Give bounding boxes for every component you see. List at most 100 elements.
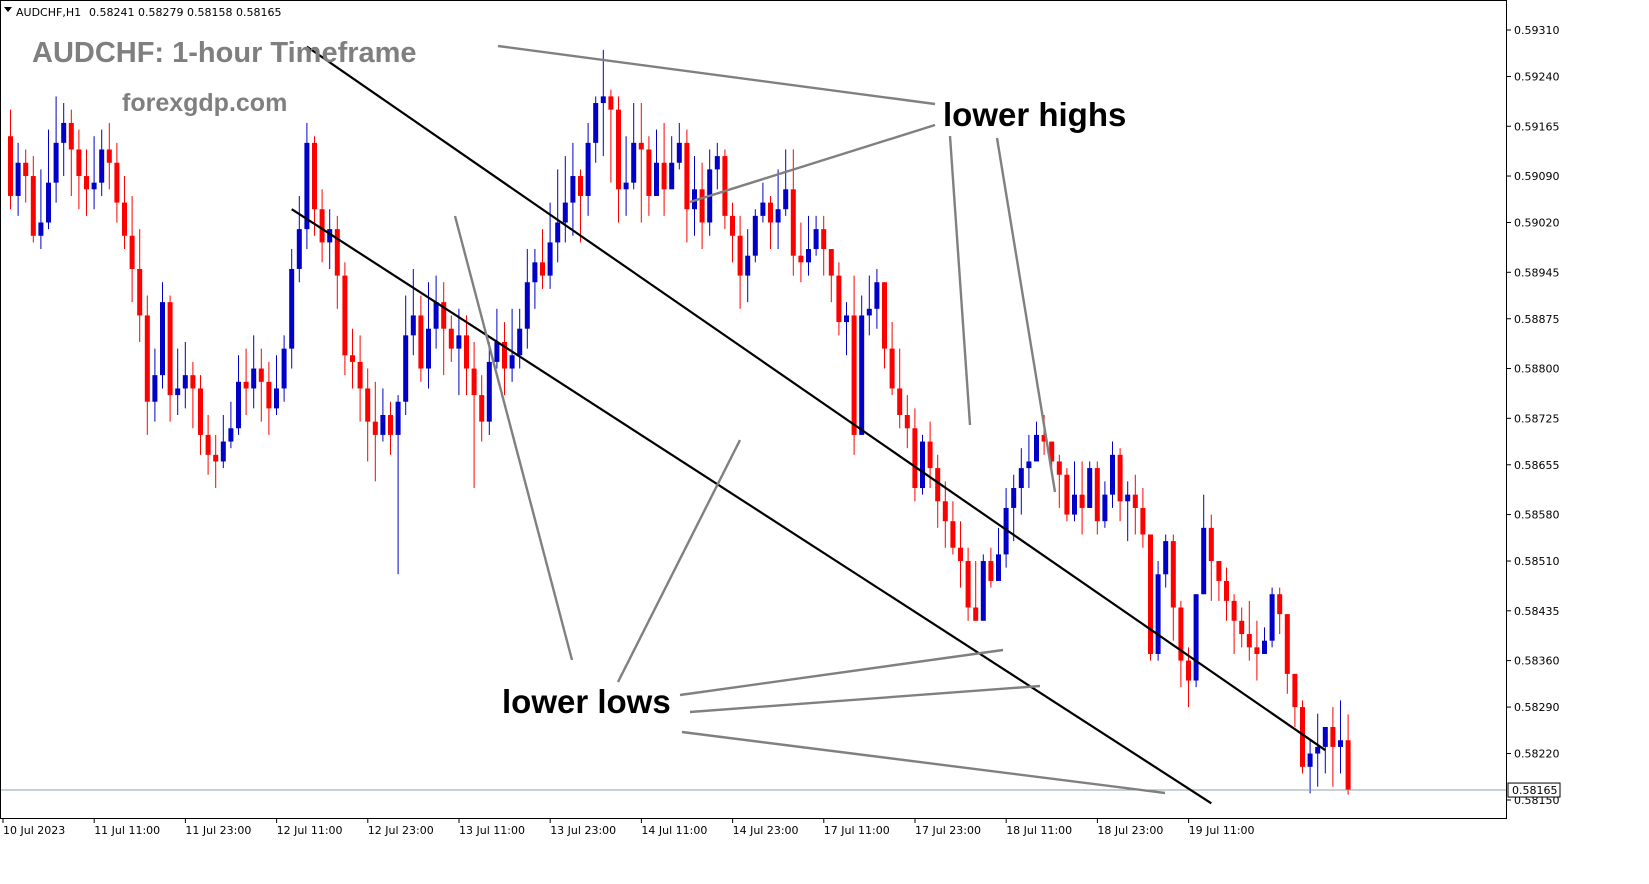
x-tick-label: 17 Jul 11:00 xyxy=(824,824,890,837)
candle xyxy=(1254,620,1260,681)
candle xyxy=(410,268,416,356)
candle xyxy=(46,129,51,230)
candle-body xyxy=(722,156,728,216)
candle xyxy=(357,335,363,422)
candle xyxy=(859,295,865,435)
candle-body xyxy=(410,315,416,336)
candle-body xyxy=(448,328,454,349)
candle xyxy=(623,136,629,216)
candle xyxy=(342,262,348,376)
candle-body xyxy=(1163,541,1169,575)
candle xyxy=(1231,594,1237,654)
candle-body xyxy=(623,182,629,190)
candle xyxy=(426,282,431,389)
candle-body xyxy=(775,209,781,223)
pointer-line xyxy=(616,439,742,683)
y-tick-label: 0.58290 xyxy=(1514,701,1560,714)
candle-body xyxy=(813,229,819,250)
dropdown-triangle-icon[interactable] xyxy=(4,7,12,12)
pointer-line xyxy=(689,684,1041,714)
candle-body xyxy=(304,142,310,230)
candle xyxy=(730,202,735,263)
candle-body xyxy=(1254,647,1260,654)
candle-body xyxy=(973,607,979,621)
candle-body xyxy=(327,229,333,243)
candle xyxy=(312,136,317,236)
candle-body xyxy=(205,434,211,455)
y-tick-label: 0.59020 xyxy=(1514,217,1560,230)
candle-body xyxy=(228,428,234,442)
candle xyxy=(973,561,979,621)
candle-body xyxy=(1224,580,1229,601)
symbol-label: AUDCHF,H1 xyxy=(16,6,81,19)
candle-body xyxy=(752,215,758,256)
candle-body xyxy=(30,176,36,236)
candle xyxy=(23,149,29,203)
candle xyxy=(798,222,804,283)
candle-body xyxy=(988,561,994,581)
candle-body xyxy=(15,162,21,196)
candle-body xyxy=(555,222,561,243)
candle-body xyxy=(532,262,538,283)
candle xyxy=(912,408,918,502)
x-tick-label: 11 Jul 11:00 xyxy=(94,824,160,837)
candle xyxy=(1079,461,1085,535)
candle-body xyxy=(1186,660,1191,681)
candle xyxy=(828,249,834,303)
candle-body xyxy=(1079,494,1085,508)
candle xyxy=(129,195,135,303)
candle-body xyxy=(608,96,614,110)
candle-body xyxy=(676,142,682,163)
candle xyxy=(448,315,454,362)
x-tick-label: 14 Jul 23:00 xyxy=(733,824,799,837)
candle-body xyxy=(433,302,439,329)
candle xyxy=(53,96,59,203)
candle-body xyxy=(68,122,74,150)
candle-body xyxy=(996,554,1001,581)
price-axis: 0.59310 0.59240 0.59165 0.59090 0.59020 0.589… xyxy=(1506,24,1560,807)
candle xyxy=(1338,700,1343,774)
candle-body xyxy=(836,275,842,323)
candle-body xyxy=(1011,488,1017,508)
candle xyxy=(1049,441,1055,469)
candle-body xyxy=(1117,454,1123,502)
candle xyxy=(190,361,196,429)
candle xyxy=(380,388,386,442)
candle xyxy=(175,348,181,415)
candle xyxy=(296,195,302,283)
candle xyxy=(920,434,925,495)
candle xyxy=(897,348,903,429)
candle-body xyxy=(1026,461,1032,469)
candle-body xyxy=(844,315,849,323)
candle-body xyxy=(1155,574,1161,654)
candle xyxy=(980,554,986,621)
pointer-line xyxy=(948,135,972,426)
candle-body xyxy=(99,149,105,183)
candle-body xyxy=(821,229,827,250)
candle xyxy=(1110,441,1115,508)
candle-body xyxy=(426,328,431,369)
candle-body xyxy=(372,421,378,435)
candle-body xyxy=(1300,707,1305,767)
candle-body xyxy=(182,375,188,389)
candle xyxy=(433,275,439,349)
candle xyxy=(258,348,264,422)
candle xyxy=(137,229,143,342)
candle xyxy=(1056,454,1062,508)
candle xyxy=(654,129,659,196)
pointer-line xyxy=(689,123,936,204)
candle xyxy=(289,249,295,369)
candle-body xyxy=(760,202,766,216)
candle-body xyxy=(296,229,302,269)
pointer-line xyxy=(453,215,574,661)
candle-body xyxy=(942,501,948,522)
candle-body xyxy=(593,103,599,143)
candle xyxy=(30,156,36,243)
candle xyxy=(1269,587,1275,648)
candle xyxy=(388,401,393,455)
candle-body xyxy=(1034,434,1039,462)
candle xyxy=(1322,726,1328,774)
candle xyxy=(882,282,887,369)
candle-body xyxy=(1094,468,1100,522)
